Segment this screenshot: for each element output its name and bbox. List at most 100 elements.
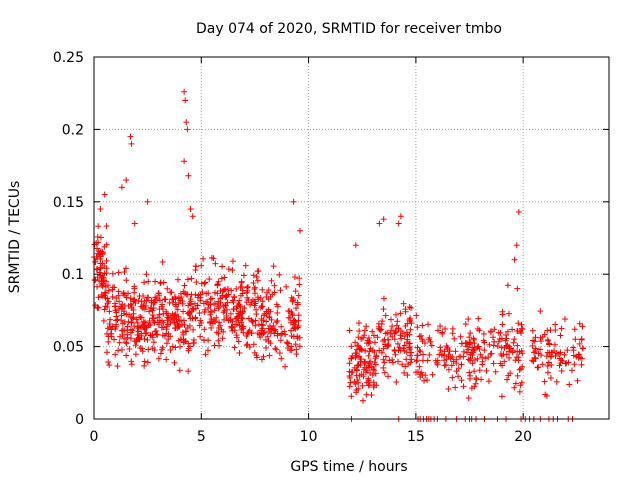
- data-point: [253, 311, 260, 318]
- data-point: [229, 318, 236, 325]
- data-point: [370, 332, 377, 339]
- data-point: [239, 309, 246, 316]
- data-point: [407, 352, 414, 359]
- data-point: [145, 294, 152, 301]
- data-point: [295, 312, 302, 319]
- data-point: [190, 326, 197, 333]
- data-point: [175, 299, 182, 306]
- data-point: [187, 343, 194, 350]
- data-point: [457, 333, 464, 340]
- data-point: [413, 312, 420, 319]
- data-point: [402, 308, 409, 315]
- data-point: [477, 351, 484, 358]
- data-point: [123, 352, 130, 359]
- data-point: [514, 285, 521, 292]
- data-point: [151, 319, 158, 326]
- chart-title: Day 074 of 2020, SRMTID for receiver tmb…: [196, 21, 502, 37]
- y-axis-label: SRMTID / TECUs: [7, 181, 23, 294]
- data-point: [544, 369, 551, 376]
- data-point: [530, 358, 537, 365]
- data-point: [105, 338, 112, 345]
- data-point: [515, 208, 522, 215]
- data-point: [152, 294, 159, 301]
- data-point: [486, 341, 493, 348]
- data-point: [141, 362, 148, 369]
- data-point: [518, 329, 525, 336]
- data-point: [382, 341, 389, 348]
- data-point: [538, 352, 545, 359]
- data-point: [248, 299, 255, 306]
- data-point: [428, 342, 435, 349]
- data-point: [506, 354, 513, 361]
- data-point: [181, 158, 188, 165]
- data-point: [568, 367, 575, 374]
- data-point: [503, 342, 510, 349]
- data-point: [197, 317, 204, 324]
- data-point: [473, 375, 480, 382]
- data-point: [570, 352, 577, 359]
- data-point: [94, 233, 101, 240]
- data-point: [216, 319, 223, 326]
- data-point: [229, 297, 236, 304]
- data-point: [258, 327, 265, 334]
- data-point: [228, 287, 235, 294]
- data-point: [171, 319, 178, 326]
- data-point: [394, 318, 401, 325]
- data-point: [552, 321, 559, 328]
- data-point: [251, 349, 258, 356]
- data-point: [290, 198, 297, 205]
- data-point: [482, 355, 489, 362]
- data-point: [391, 347, 398, 354]
- data-point: [288, 343, 295, 350]
- data-point: [270, 322, 277, 329]
- data-point: [545, 337, 552, 344]
- data-point: [531, 349, 538, 356]
- data-point: [97, 234, 104, 241]
- data-point: [95, 223, 102, 230]
- data-point: [158, 317, 165, 324]
- data-point: [515, 320, 522, 327]
- data-point: [180, 331, 187, 338]
- data-point: [127, 313, 134, 320]
- data-point: [385, 336, 392, 343]
- data-point: [145, 346, 152, 353]
- data-point: [177, 343, 184, 350]
- data-point: [138, 332, 145, 339]
- data-point: [233, 332, 240, 339]
- data-point: [288, 327, 295, 334]
- data-point: [575, 354, 582, 361]
- data-point: [259, 286, 266, 293]
- data-point: [260, 317, 267, 324]
- data-point: [278, 355, 285, 362]
- data-point: [398, 335, 405, 342]
- data-point: [352, 339, 359, 346]
- data-point: [465, 395, 472, 402]
- data-point: [395, 358, 402, 365]
- data-point: [266, 352, 273, 359]
- data-point: [94, 305, 101, 312]
- data-point: [547, 353, 554, 360]
- data-point: [121, 327, 128, 334]
- data-point: [513, 354, 520, 361]
- data-point: [202, 306, 209, 313]
- data-point: [499, 321, 506, 328]
- data-point: [112, 351, 119, 358]
- data-point: [414, 357, 421, 364]
- data-point: [251, 298, 258, 305]
- data-point: [518, 379, 525, 386]
- data-point: [495, 338, 502, 345]
- data-point: [246, 343, 253, 350]
- data-point: [200, 300, 207, 307]
- data-point: [123, 177, 130, 184]
- data-point: [159, 258, 166, 265]
- data-point: [355, 385, 362, 392]
- data-point: [499, 311, 506, 318]
- data-point: [248, 329, 255, 336]
- data-point: [273, 346, 280, 353]
- data-point: [188, 308, 195, 315]
- data-point: [188, 275, 195, 282]
- data-point: [272, 345, 279, 352]
- data-point: [504, 328, 511, 335]
- data-point: [99, 293, 106, 300]
- data-point: [478, 376, 485, 383]
